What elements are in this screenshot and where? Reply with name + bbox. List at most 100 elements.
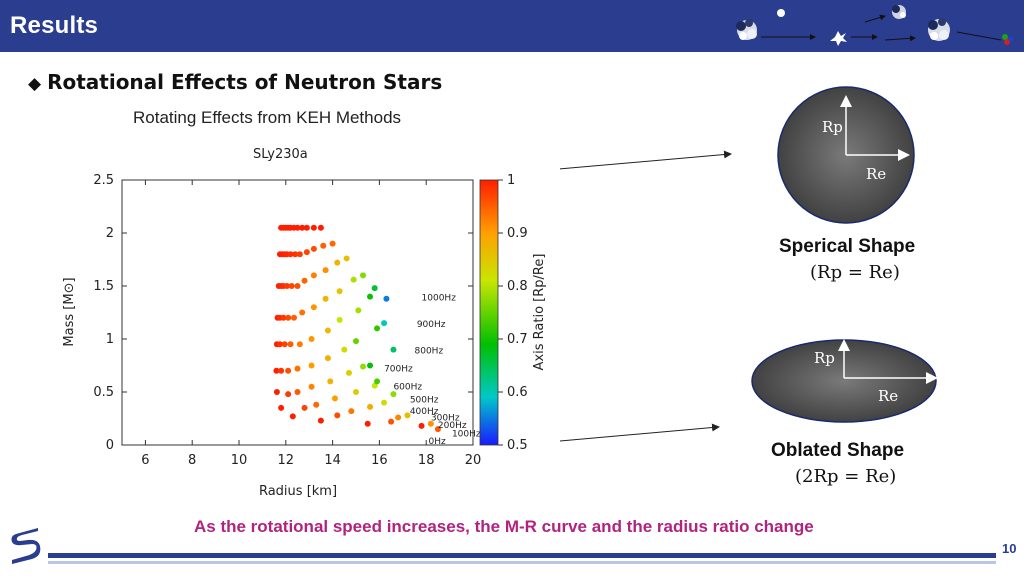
- y-axis-label: Mass [M⊙]: [62, 277, 77, 346]
- data-point: [322, 295, 329, 302]
- spherical-re-label: Re: [866, 165, 886, 183]
- oblated-shape-formula: (2Rp = Re): [795, 466, 897, 487]
- neutron-icon: [777, 9, 785, 17]
- frequency-label: 0Hz: [429, 437, 446, 447]
- plot-area: [121, 179, 474, 446]
- data-point: [278, 367, 285, 374]
- red-dot-icon: [1004, 39, 1010, 45]
- series-700Hz: [299, 224, 374, 369]
- frequency-label: 100Hz: [452, 429, 481, 439]
- data-point: [418, 422, 425, 429]
- data-point: [299, 224, 306, 231]
- frequency-label: 300Hz: [431, 413, 460, 423]
- data-point: [381, 399, 388, 406]
- frequency-label: 800Hz: [415, 347, 444, 357]
- data-point: [273, 367, 280, 374]
- data-point: [324, 327, 331, 334]
- fragment-icon: [892, 5, 906, 19]
- data-point: [404, 412, 411, 419]
- data-point: [427, 420, 434, 427]
- spherical-shape-label: Sperical Shape: [779, 236, 916, 257]
- data-point: [360, 272, 367, 279]
- data-point: [301, 277, 308, 284]
- data-point: [285, 391, 292, 398]
- data-point: [390, 391, 397, 398]
- x-tick-label: 20: [465, 453, 482, 468]
- data-point: [388, 418, 395, 425]
- y-tick-label: 2: [106, 226, 114, 241]
- data-point: [383, 295, 390, 302]
- data-point: [334, 259, 341, 266]
- chart-title: SLy230a: [253, 147, 308, 162]
- oblated-shape-label: Oblated Shape: [771, 440, 905, 461]
- colorbar-tick-label: 0.7: [507, 332, 528, 347]
- atom-cluster-icon: [736, 19, 757, 40]
- x-axis-label: Radius [km]: [259, 484, 337, 499]
- colorbar-tick-label: 0.9: [507, 226, 528, 241]
- data-point: [329, 240, 336, 247]
- data-point: [343, 255, 350, 262]
- data-point: [348, 408, 355, 415]
- data-point: [283, 283, 290, 289]
- data-point: [281, 341, 288, 348]
- data-point: [434, 426, 441, 433]
- y-tick-label: 0.5: [93, 385, 114, 400]
- data-point: [308, 336, 315, 342]
- colorbar-label: Axis Ratio [Rp/Re]: [532, 254, 547, 371]
- mass-radius-chart: SLy230a 6 8 10 12 14 16 18 20 0 0.5 1 1.5 2 2.5 1000…: [62, 147, 547, 499]
- data-point: [296, 341, 303, 348]
- neutron-collision-illustration: [736, 5, 1014, 46]
- frequency-label: 1000Hz: [422, 294, 457, 304]
- colorbar-tick-label: 0.5: [507, 438, 528, 453]
- data-point: [292, 251, 299, 258]
- data-point: [353, 389, 359, 395]
- data-point: [364, 420, 371, 427]
- frequency-label: 400Hz: [410, 407, 439, 417]
- data-point: [303, 249, 310, 256]
- data-point: [353, 338, 359, 345]
- blue-dot-icon: [1008, 36, 1014, 42]
- data-point: [294, 365, 301, 372]
- frequency-label: 500Hz: [410, 395, 439, 405]
- data-point: [374, 378, 381, 385]
- spherical-shape-formula: (Rp = Re): [810, 262, 900, 283]
- data-point: [336, 288, 343, 295]
- star-shape-illustration: Rp Re Rp Re: [560, 86, 938, 442]
- colorbar: [479, 179, 499, 446]
- data-point: [360, 363, 367, 370]
- slide-title: Results: [10, 12, 99, 39]
- data-point: [308, 362, 315, 369]
- data-point: [317, 224, 324, 231]
- data-point: [334, 412, 341, 419]
- data-point: [287, 341, 294, 348]
- data-point: [381, 320, 388, 327]
- x-tick-label: 16: [371, 453, 388, 468]
- data-point: [327, 378, 334, 385]
- data-point: [310, 304, 317, 311]
- colorbar-tick-label: 1: [507, 173, 515, 188]
- series-300Hz: [283, 224, 411, 419]
- series-900Hz: [310, 224, 388, 327]
- colorbar-tick-label: 0.8: [507, 279, 528, 294]
- series-1000Hz: [317, 224, 390, 302]
- data-point: [390, 346, 397, 353]
- data-point: [303, 224, 310, 231]
- section-heading: ◆ Rotational Effects of Neutron Stars: [28, 70, 442, 94]
- oblated-rp-label: Rp: [814, 349, 835, 367]
- data-point: [288, 283, 295, 289]
- data-point: [395, 414, 402, 421]
- frequency-label: 200Hz: [438, 421, 467, 431]
- conclusion-text: As the rotational speed increases, the M…: [194, 517, 814, 536]
- data-point: [273, 389, 280, 395]
- data-point: [336, 316, 343, 323]
- data-point: [301, 404, 308, 411]
- data-point: [280, 314, 287, 321]
- data-point: [289, 413, 296, 420]
- pointer-arrow-top: [560, 150, 732, 170]
- data-point: [290, 314, 297, 321]
- data-point: [350, 276, 357, 283]
- series-200Hz: [280, 224, 434, 427]
- university-logo-icon: [11, 528, 41, 564]
- page-number: 10: [1002, 541, 1017, 556]
- series-600Hz: [294, 224, 381, 385]
